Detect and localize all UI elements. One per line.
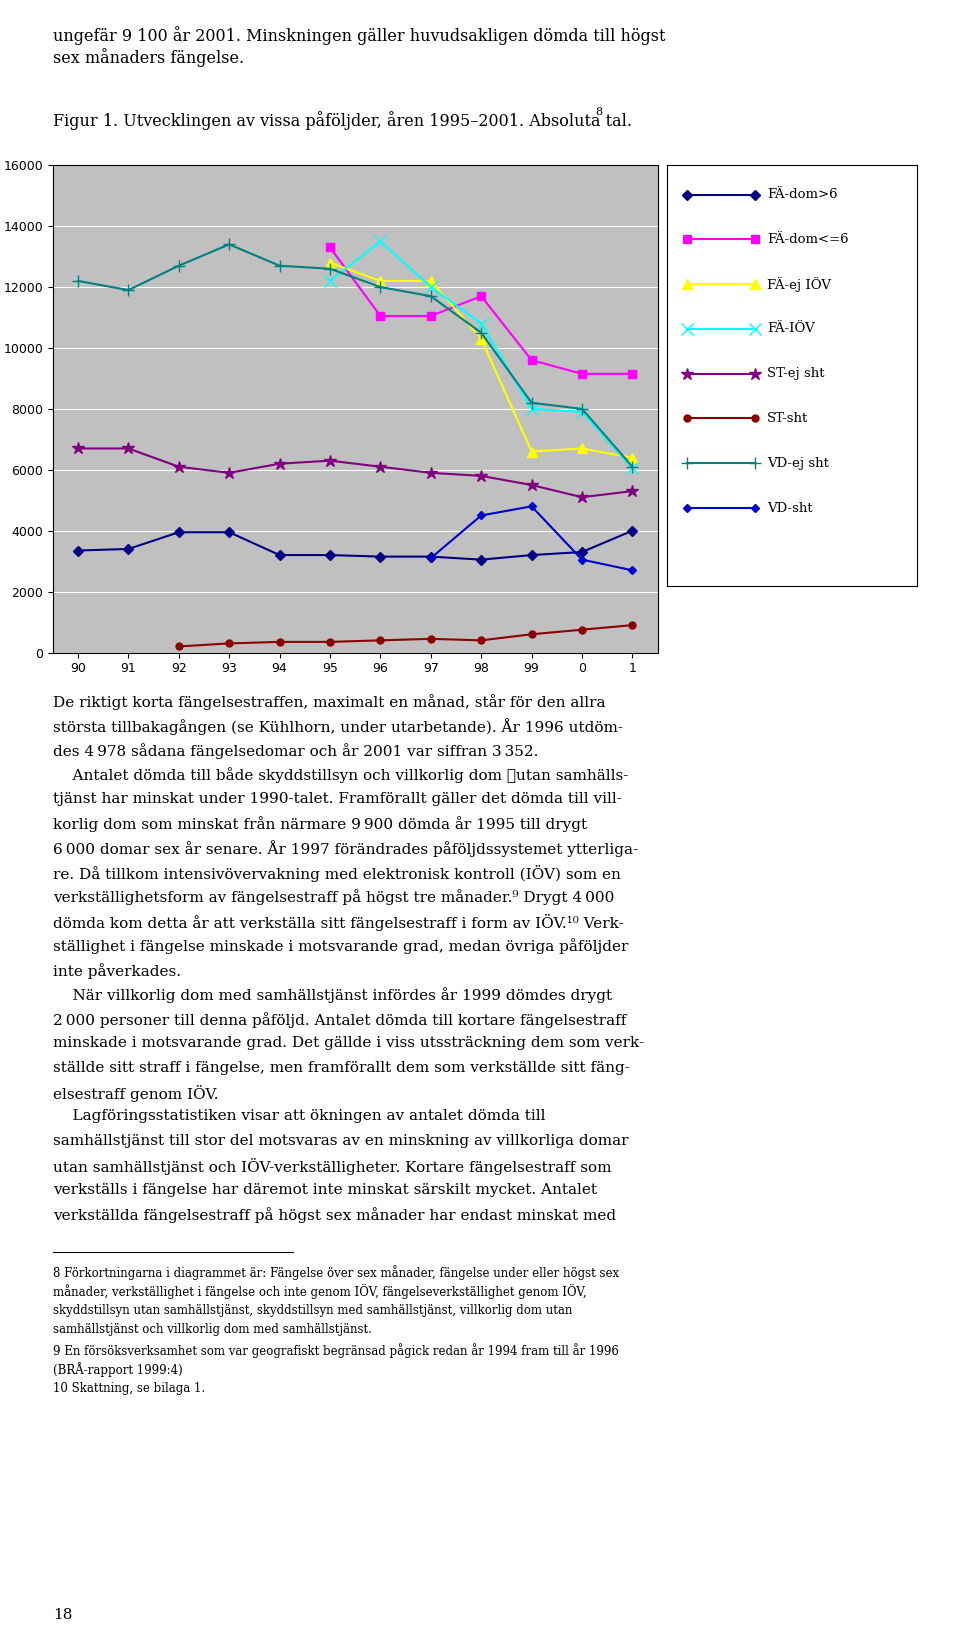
Text: När villkorlig dom med samhällstjänst infördes år 1999 dömdes drygt: När villkorlig dom med samhällstjänst in… — [53, 988, 612, 1003]
Text: Antalet dömda till både skyddstillsyn och villkorlig dom  utan samhälls-: Antalet dömda till både skyddstillsyn oc… — [53, 767, 628, 783]
Text: verkställighetsform av fängelsestraff på högst tre månader.⁹ Drygt 4 000: verkställighetsform av fängelsestraff på… — [53, 889, 614, 905]
Text: Lagföringsstatistiken visar att ökningen av antalet dömda till: Lagföringsstatistiken visar att ökningen… — [53, 1110, 545, 1123]
Text: minskade i motsvarande grad. Det gällde i viss utssträckning dem som verk-: minskade i motsvarande grad. Det gällde … — [53, 1036, 644, 1051]
Text: dömda kom detta år att verkställa sitt fängelsestraff i form av IÖV.¹⁰ Verk-: dömda kom detta år att verkställa sitt f… — [53, 914, 624, 930]
Text: ställde sitt straff i fängelse, men framförallt dem som verkställde sitt fäng-: ställde sitt straff i fängelse, men fram… — [53, 1061, 630, 1074]
Text: korlig dom som minskat från närmare 9 900 dömda år 1995 till drygt: korlig dom som minskat från närmare 9 90… — [53, 816, 587, 833]
Text: ST-ej sht: ST-ej sht — [767, 367, 825, 380]
Text: De riktigt korta fängelsestraffen, maximalt en månad, står för den allra: De riktigt korta fängelsestraffen, maxim… — [53, 694, 606, 710]
Text: 10 Skattning, se bilaga 1.: 10 Skattning, se bilaga 1. — [53, 1381, 204, 1394]
Text: månader, verkställighet i fängelse och inte genom IÖV, fängelseverkställighet ge: månader, verkställighet i fängelse och i… — [53, 1284, 587, 1298]
Text: VD-sht: VD-sht — [767, 502, 813, 514]
Text: samhällstjänst till stor del motsvaras av en minskning av villkorliga domar: samhällstjänst till stor del motsvaras a… — [53, 1133, 628, 1148]
Text: utan samhällstjänst och IÖV-verkställigheter. Kortare fängelsestraff som: utan samhällstjänst och IÖV-verkställigh… — [53, 1158, 612, 1175]
Text: största tillbakagången (se Kühlhorn, under utarbetande). År 1996 utdöm-: största tillbakagången (se Kühlhorn, und… — [53, 719, 623, 735]
Text: VD-ej sht: VD-ej sht — [767, 456, 828, 469]
Text: samhällstjänst och villkorlig dom med samhällstjänst.: samhällstjänst och villkorlig dom med sa… — [53, 1323, 372, 1336]
Text: tjänst har minskat under 1990-talet. Framförallt gäller det dömda till vill-: tjänst har minskat under 1990-talet. Fra… — [53, 791, 622, 806]
Text: FÄ-dom>6: FÄ-dom>6 — [767, 188, 838, 202]
Text: 9 En försöksverksamhet som var geografiskt begränsad pågick redan år 1994 fram t: 9 En försöksverksamhet som var geografis… — [53, 1343, 618, 1358]
Text: 8 Förkortningarna i diagrammet är: Fängelse över sex månader, fängelse under ell: 8 Förkortningarna i diagrammet är: Fänge… — [53, 1265, 619, 1280]
Text: skyddstillsyn utan samhällstjänst, skyddstillsyn med samhällstjänst, villkorlig : skyddstillsyn utan samhällstjänst, skydd… — [53, 1303, 572, 1317]
Text: ställighet i fängelse minskade i motsvarande grad, medan övriga påföljder: ställighet i fängelse minskade i motsvar… — [53, 938, 628, 955]
Text: (BRÅ-rapport 1999:4): (BRÅ-rapport 1999:4) — [53, 1363, 182, 1378]
Text: FÄ-IÖV: FÄ-IÖV — [767, 322, 815, 335]
Text: Figur 1. Utvecklingen av vissa påföljder, åren 1995–2001. Absoluta tal.: Figur 1. Utvecklingen av vissa påföljder… — [53, 111, 632, 129]
Text: 8: 8 — [595, 107, 602, 117]
Text: 2 000 personer till denna påföljd. Antalet dömda till kortare fängelsestraff: 2 000 personer till denna påföljd. Antal… — [53, 1011, 626, 1028]
Text: FÄ-ej IÖV: FÄ-ej IÖV — [767, 278, 831, 292]
Text: re. Då tillkom intensivövervakning med elektronisk kontroll (IÖV) som en: re. Då tillkom intensivövervakning med e… — [53, 866, 621, 882]
Text: inte påverkades.: inte påverkades. — [53, 963, 180, 978]
Text: 18: 18 — [53, 1609, 72, 1622]
Text: verkställda fängelsestraff på högst sex månader har endast minskat med: verkställda fängelsestraff på högst sex … — [53, 1208, 616, 1222]
Text: elsestraff genom IÖV.: elsestraff genom IÖV. — [53, 1085, 218, 1102]
Text: 6 000 domar sex år senare. År 1997 förändrades påföljdssystemet ytterliga-: 6 000 domar sex år senare. År 1997 förän… — [53, 841, 638, 857]
Text: sex månaders fängelse.: sex månaders fängelse. — [53, 48, 244, 66]
Text: ungefär 9 100 år 2001. Minskningen gäller huvudsakligen dömda till högst: ungefär 9 100 år 2001. Minskningen gälle… — [53, 26, 665, 45]
Text: ST-sht: ST-sht — [767, 411, 808, 425]
Text: FÄ-dom<=6: FÄ-dom<=6 — [767, 233, 849, 246]
Text: des 4 978 sådana fängelsedomar och år 2001 var siffran 3 352.: des 4 978 sådana fängelsedomar och år 20… — [53, 743, 539, 758]
Text: verkställs i fängelse har däremot inte minskat särskilt mycket. Antalet: verkställs i fängelse har däremot inte m… — [53, 1183, 597, 1196]
